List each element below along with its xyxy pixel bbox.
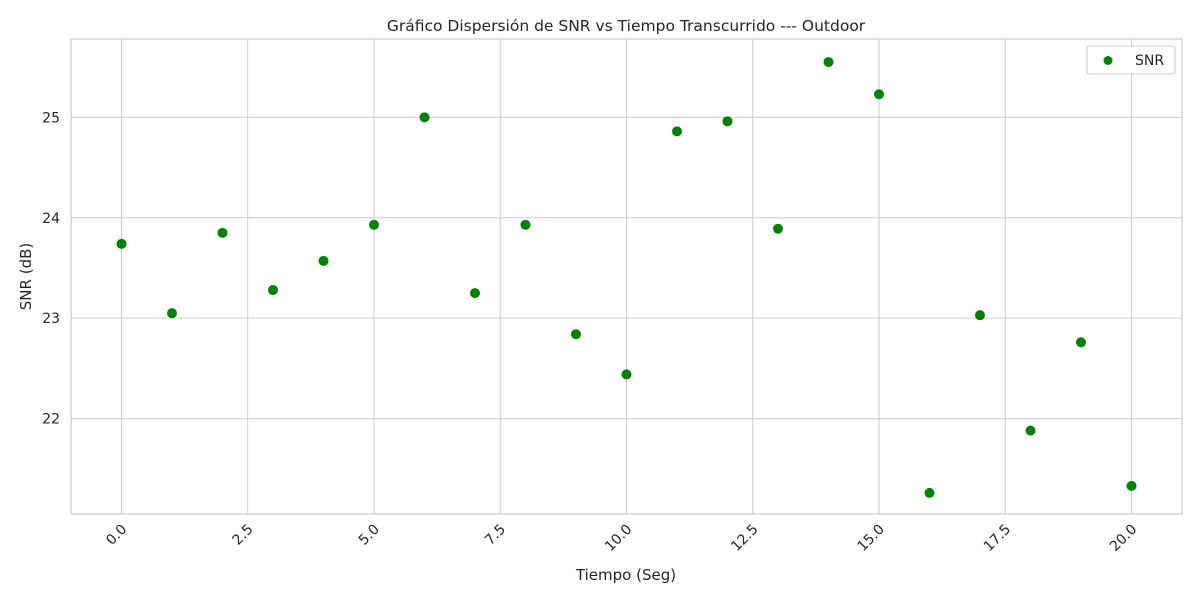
x-axis-label: Tiempo (Seg) bbox=[575, 566, 676, 584]
legend-label-snr: SNR bbox=[1135, 53, 1164, 69]
x-tick-label: 7.5 bbox=[482, 522, 509, 549]
data-point bbox=[419, 112, 430, 123]
data-point bbox=[874, 89, 884, 100]
data-point bbox=[520, 219, 531, 230]
y-axis-label: SNR (dB) bbox=[17, 243, 35, 310]
data-point bbox=[1025, 425, 1036, 436]
legend-marker-snr bbox=[1103, 56, 1113, 65]
data-point bbox=[571, 329, 581, 340]
legend-box bbox=[1086, 45, 1176, 75]
y-tick-label: 23 bbox=[42, 311, 60, 327]
chart-title: Gráfico Dispersión de SNR vs Tiempo Tran… bbox=[387, 17, 866, 35]
data-point bbox=[268, 285, 278, 296]
data-point bbox=[773, 223, 783, 234]
x-tick-label: 17.5 bbox=[981, 522, 1014, 555]
data-point bbox=[116, 238, 127, 249]
x-tick-label: 20.0 bbox=[1107, 522, 1140, 555]
data-point bbox=[217, 227, 228, 238]
data-point bbox=[621, 369, 632, 380]
x-tick-label: 10.0 bbox=[602, 522, 635, 555]
y-axis-ticks: 22 23 24 25 bbox=[42, 110, 60, 427]
data-point bbox=[318, 255, 329, 266]
plot-frame bbox=[70, 38, 1183, 515]
data-point bbox=[369, 219, 379, 230]
grid-lines bbox=[71, 39, 1182, 514]
data-point bbox=[672, 126, 682, 137]
x-tick-label: 5.0 bbox=[356, 522, 383, 549]
x-tick-label: 0.0 bbox=[103, 522, 130, 549]
data-point bbox=[823, 57, 834, 68]
data-point bbox=[924, 487, 935, 498]
data-point bbox=[1076, 337, 1086, 348]
x-tick-label: 12.5 bbox=[728, 522, 761, 555]
x-axis-ticks: 0.0 2.5 5.0 7.5 10.0 12.5 15.0 17.5 20.0 bbox=[103, 522, 1140, 555]
y-tick-label: 25 bbox=[42, 110, 60, 126]
data-point bbox=[722, 116, 733, 127]
x-tick-label: 2.5 bbox=[230, 522, 257, 549]
data-points bbox=[116, 57, 1137, 498]
x-tick-label: 15.0 bbox=[854, 522, 887, 555]
data-point bbox=[167, 308, 177, 319]
y-tick-label: 22 bbox=[42, 412, 60, 428]
legend: SNR bbox=[1086, 45, 1176, 75]
y-tick-label: 24 bbox=[42, 211, 60, 227]
data-point bbox=[470, 288, 480, 299]
data-point bbox=[975, 310, 985, 321]
data-point bbox=[1126, 480, 1137, 491]
